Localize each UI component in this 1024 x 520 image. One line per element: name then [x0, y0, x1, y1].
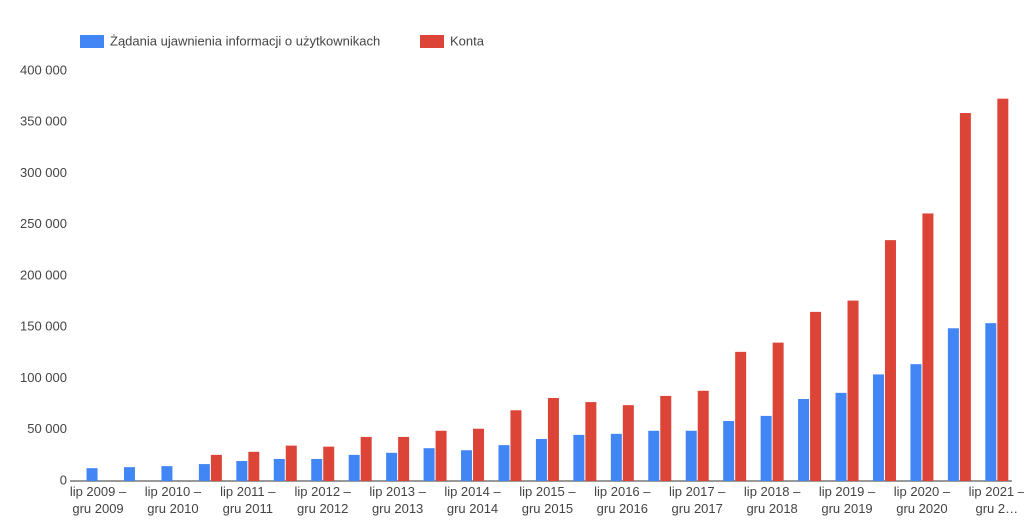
bar	[573, 434, 585, 481]
y-tick-label: 250 000	[20, 216, 67, 231]
bar	[348, 454, 360, 481]
bar	[323, 446, 335, 481]
x-tick-label: lip 2010 – gru 2010	[144, 484, 202, 516]
bar	[461, 450, 473, 481]
x-tick-label: lip 2014 – gru 2014	[444, 484, 501, 516]
y-tick-label: 0	[60, 472, 67, 487]
y-tick-label: 400 000	[20, 62, 67, 77]
bar	[386, 452, 398, 481]
bar	[985, 323, 997, 481]
bar	[610, 433, 622, 481]
legend-label: Żądania ujawnienia informacji o użytkown…	[110, 33, 380, 48]
bar	[423, 448, 435, 481]
bar	[947, 328, 959, 481]
bar	[161, 466, 173, 481]
bar	[648, 430, 660, 481]
legend-label: Konta	[450, 33, 485, 48]
bar	[398, 436, 410, 481]
legend-swatch	[420, 35, 444, 48]
x-tick-label: lip 2012 – gru 2012	[294, 484, 351, 516]
bar	[835, 392, 847, 481]
bar	[910, 364, 922, 481]
bar	[198, 464, 210, 481]
bar	[723, 421, 735, 481]
y-tick-label: 50 000	[27, 421, 67, 436]
bar	[660, 395, 672, 481]
bar	[210, 454, 222, 481]
bar	[922, 213, 934, 481]
bar	[248, 451, 260, 481]
x-tick-label: lip 2009 – gru 2009	[69, 484, 127, 516]
x-tick-label: lip 2013 – gru 2013	[369, 484, 426, 516]
bar	[236, 461, 248, 481]
x-tick-label: lip 2018 – gru 2018	[743, 484, 801, 516]
bar	[535, 438, 547, 481]
legend-swatch	[80, 35, 104, 48]
bar	[473, 428, 485, 481]
bar	[435, 430, 447, 481]
bar	[311, 458, 323, 481]
bar	[697, 390, 709, 481]
x-tick-label: lip 2020 – gru 2020	[893, 484, 951, 516]
bar	[772, 342, 784, 481]
bar	[760, 415, 772, 481]
bar	[360, 436, 372, 481]
x-tick-label: lip 2011 – gru 2011	[220, 484, 276, 516]
y-tick-label: 150 000	[20, 319, 67, 334]
bar	[86, 468, 98, 481]
bar	[285, 445, 297, 481]
bar	[735, 351, 747, 481]
bar	[622, 405, 634, 481]
y-tick-label: 350 000	[20, 114, 67, 129]
y-tick-label: 100 000	[20, 370, 67, 385]
bar	[510, 410, 522, 481]
x-tick-label: lip 2019 – gru 2019	[818, 484, 876, 516]
bar	[273, 458, 285, 481]
bar	[810, 311, 822, 481]
y-tick-label: 200 000	[20, 267, 67, 282]
bar	[547, 397, 559, 481]
bar	[798, 399, 810, 481]
y-tick-label: 300 000	[20, 165, 67, 180]
bar	[585, 402, 597, 481]
bar	[997, 98, 1009, 482]
bar	[498, 445, 510, 481]
bar	[884, 240, 896, 481]
bar	[872, 374, 884, 481]
bar	[123, 467, 135, 481]
bar	[847, 300, 859, 481]
x-tick-label: lip 2017 – gru 2017	[669, 484, 726, 516]
bar	[685, 430, 697, 481]
x-tick-label: lip 2015 – gru 2015	[519, 484, 576, 516]
bar	[959, 113, 971, 482]
x-tick-label: lip 2016 – gru 2016	[594, 484, 651, 516]
x-tick-label: lip 2021 – gru 2…	[968, 484, 1024, 516]
